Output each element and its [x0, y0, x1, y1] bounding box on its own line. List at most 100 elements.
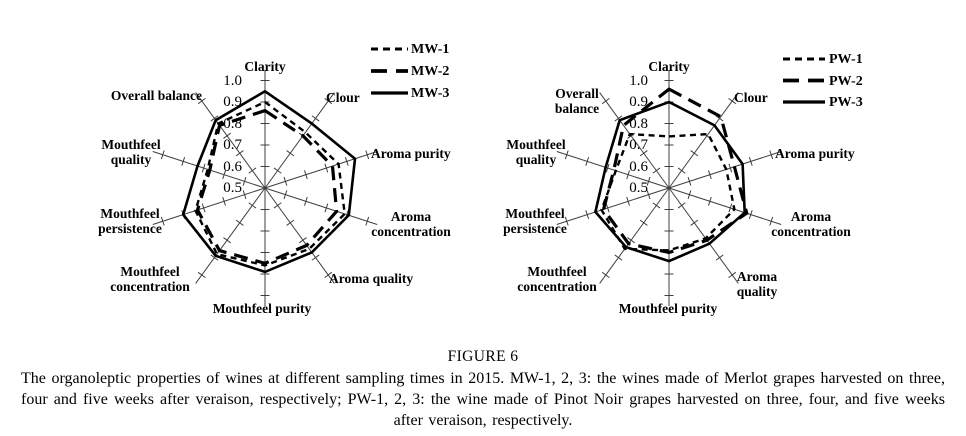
axis-label-mouthfeel-concentration: Mouthfeel concentration [110, 264, 190, 295]
scale-label-0-5: 0.5 [223, 180, 242, 196]
axis-label-mouthfeel-quality: Mouthfeel quality [506, 137, 566, 168]
scale-label-0-9: 0.9 [629, 94, 648, 110]
axis-label-mouthfeel-purity: Mouthfeel purity [212, 301, 312, 316]
axis-tick [585, 156, 590, 166]
radar-axis-mouthfeel-persistence [152, 187, 266, 225]
axis-tick [181, 156, 186, 166]
axis-tick [324, 203, 329, 213]
axis-label-mouthfeel-concentration: Mouthfeel concentration [517, 264, 597, 295]
axis-tick [748, 156, 753, 166]
axis-tick [311, 115, 320, 122]
axis-tick [769, 216, 774, 226]
axis-tick [627, 237, 636, 244]
scale-label-0-8: 0.8 [223, 115, 242, 132]
axis-tick [605, 203, 610, 213]
figure-caption-title: FIGURE 6 [447, 348, 519, 365]
axis-tick [626, 196, 630, 206]
axis-tick [304, 196, 308, 206]
axis-tick [728, 271, 737, 279]
radar-series-pw-2 [601, 87, 749, 255]
axis-label-mouthfeel-persistence: Mouthfeel persistence [503, 206, 567, 237]
axis-tick [304, 170, 308, 180]
axis-tick [248, 167, 257, 174]
axis-tick [687, 176, 692, 186]
legend-label-mw-2: MW-2 [411, 64, 450, 79]
radar-axis-aroma-quality [264, 187, 335, 284]
axis-tick [715, 254, 724, 261]
axis-tick [601, 271, 610, 279]
axis-label-aroma-quality: Aroma quality [736, 269, 778, 300]
axis-tick [708, 170, 712, 180]
radar-axis-mouthfeel-concentration [195, 187, 266, 284]
axis-tick [677, 202, 686, 209]
axis-label-mouthfeel-quality: Mouthfeel quality [101, 137, 161, 168]
radar-axis-clour [264, 92, 335, 189]
scale-label-0-9: 0.9 [223, 94, 242, 110]
axis-label-aroma-concentration: Aroma concentration [771, 209, 851, 240]
scale-label-0-8: 0.8 [629, 115, 648, 132]
axis-tick [210, 254, 219, 261]
axis-label-aroma-purity: Aroma purity [775, 146, 855, 161]
radar-axis-aroma-purity [264, 151, 378, 189]
axis-label-clour: Clour [326, 90, 360, 105]
axis-tick [687, 190, 692, 200]
axis-tick [235, 219, 244, 226]
axis-tick [728, 163, 733, 173]
axis-label-mouthfeel-persistence: Mouthfeel persistence [98, 206, 162, 237]
axis-tick [614, 254, 623, 261]
radar-axis-aroma-concentration [264, 187, 378, 225]
axis-tick [223, 237, 232, 244]
legend-label-pw-2: PW-2 [829, 73, 863, 89]
axis-tick [646, 190, 651, 200]
radar-axis-overall-balance [599, 92, 670, 189]
axis-tick [286, 219, 295, 226]
axis-tick [728, 203, 733, 213]
axis-tick [585, 210, 590, 220]
axis-tick [365, 216, 370, 226]
axis-tick [197, 271, 206, 279]
radar-series-mw-3 [181, 89, 357, 274]
axis-tick [160, 216, 165, 226]
radar-axis-mouthfeel-quality [556, 151, 670, 189]
axis-tick [286, 150, 295, 157]
axis-label-mouthfeel-purity: Mouthfeel purity [618, 301, 718, 316]
axis-label-overall-balance: Overall balance [554, 86, 600, 117]
legend-label-mw-1: MW-1 [411, 42, 450, 57]
radar-series-mw-1 [194, 100, 346, 267]
axis-tick [769, 150, 774, 160]
legend-label-pw-1: PW-1 [829, 52, 863, 67]
legend-label-pw-3: PW-3 [829, 95, 863, 110]
axis-tick [564, 216, 569, 226]
scale-label-0-7: 0.7 [629, 137, 648, 153]
axis-tick [201, 163, 206, 173]
axis-tick [728, 97, 737, 105]
axis-tick [273, 167, 282, 174]
axis-tick [344, 156, 349, 166]
figure-caption-body: The organoleptic properties of wines at … [21, 370, 945, 429]
axis-label-clarity: Clarity [648, 59, 690, 74]
axis-tick [715, 115, 724, 122]
axis-tick [626, 170, 630, 180]
axis-tick [283, 190, 288, 200]
axis-tick [690, 219, 699, 226]
axis-tick [639, 219, 648, 226]
radar-series-pw-3 [593, 100, 747, 263]
axis-tick [160, 150, 165, 160]
axis-tick [708, 196, 712, 206]
radar-axis-mouthfeel-concentration [599, 187, 670, 284]
axis-tick [324, 97, 333, 105]
axis-tick [242, 176, 247, 186]
axis-label-overall-balance: Overall balance [110, 88, 202, 103]
axis-tick [197, 97, 206, 105]
axis-tick [223, 132, 232, 139]
radar-axis-aroma-quality [668, 187, 739, 284]
axis-label-clour: Clour [734, 90, 768, 105]
axis-tick [324, 163, 329, 173]
axis-tick [311, 254, 320, 261]
scale-label-0-7: 0.7 [223, 137, 242, 153]
scale-label-0-6: 0.6 [629, 158, 648, 175]
axis-tick [210, 115, 219, 122]
